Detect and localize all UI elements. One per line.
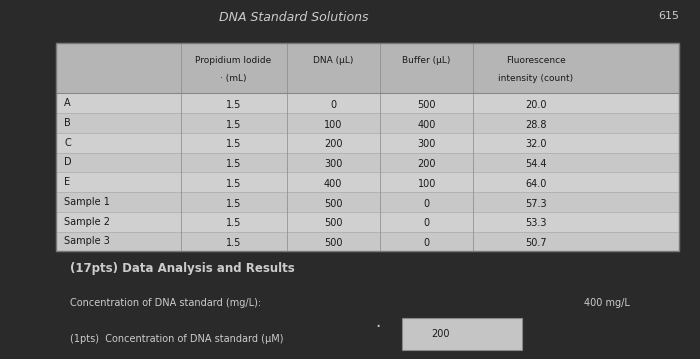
Text: 1.5: 1.5 (226, 120, 241, 130)
FancyBboxPatch shape (56, 43, 679, 93)
Text: 1.5: 1.5 (226, 139, 241, 149)
Text: Concentration of DNA standard (mg/L):: Concentration of DNA standard (mg/L): (70, 298, 261, 308)
FancyBboxPatch shape (56, 192, 679, 212)
Text: Sample 2: Sample 2 (64, 217, 111, 227)
Text: 1.5: 1.5 (226, 238, 241, 248)
Text: 1.5: 1.5 (226, 199, 241, 209)
Text: Sample 3: Sample 3 (64, 237, 111, 246)
FancyBboxPatch shape (56, 113, 679, 133)
Text: DNA (µL): DNA (µL) (313, 56, 354, 65)
FancyBboxPatch shape (56, 232, 679, 251)
Text: 64.0: 64.0 (525, 179, 547, 189)
FancyBboxPatch shape (56, 212, 679, 232)
Text: DNA Standard Solutions: DNA Standard Solutions (219, 11, 369, 24)
Text: Fluorescence: Fluorescence (506, 56, 566, 65)
Text: · (mL): · (mL) (220, 74, 247, 83)
Text: 400 mg/L: 400 mg/L (584, 298, 630, 308)
Text: intensity (count): intensity (count) (498, 74, 573, 83)
Text: Sample 1: Sample 1 (64, 197, 111, 207)
Text: 615: 615 (658, 11, 679, 21)
Text: D: D (64, 158, 72, 167)
Text: 0: 0 (330, 100, 336, 110)
Text: (1pts)  Concentration of DNA standard (µM): (1pts) Concentration of DNA standard (µM… (70, 334, 284, 344)
Text: 1.5: 1.5 (226, 179, 241, 189)
Text: 400: 400 (324, 179, 342, 189)
Text: 20.0: 20.0 (525, 100, 547, 110)
Text: 400: 400 (417, 120, 436, 130)
FancyBboxPatch shape (402, 318, 522, 350)
Text: B: B (64, 118, 71, 128)
Text: (17pts) Data Analysis and Results: (17pts) Data Analysis and Results (70, 262, 295, 275)
Text: 54.4: 54.4 (525, 159, 547, 169)
FancyBboxPatch shape (56, 153, 679, 172)
FancyBboxPatch shape (56, 172, 679, 192)
FancyBboxPatch shape (56, 93, 679, 113)
Text: 0: 0 (424, 199, 430, 209)
Text: C: C (64, 138, 71, 148)
Text: 28.8: 28.8 (525, 120, 547, 130)
Text: 200: 200 (432, 329, 450, 339)
Text: 32.0: 32.0 (525, 139, 547, 149)
Text: 500: 500 (324, 218, 342, 228)
Text: 53.3: 53.3 (525, 218, 547, 228)
Text: Propidium Iodide: Propidium Iodide (195, 56, 272, 65)
Text: 100: 100 (417, 179, 436, 189)
Text: 57.3: 57.3 (525, 199, 547, 209)
Text: 0: 0 (424, 218, 430, 228)
Text: 100: 100 (324, 120, 342, 130)
Text: 200: 200 (324, 139, 342, 149)
FancyBboxPatch shape (56, 43, 679, 251)
Text: 1.5: 1.5 (226, 218, 241, 228)
Text: 1.5: 1.5 (226, 159, 241, 169)
Text: 200: 200 (417, 159, 436, 169)
Text: ·: · (375, 318, 381, 336)
Text: 50.7: 50.7 (525, 238, 547, 248)
Text: A: A (64, 98, 71, 108)
Text: 0: 0 (424, 238, 430, 248)
Text: Buffer (µL): Buffer (µL) (402, 56, 451, 65)
Text: 500: 500 (417, 100, 436, 110)
FancyBboxPatch shape (56, 133, 679, 153)
Text: 1.5: 1.5 (226, 100, 241, 110)
Text: 500: 500 (324, 238, 342, 248)
Text: E: E (64, 177, 71, 187)
Text: 300: 300 (324, 159, 342, 169)
Text: 300: 300 (417, 139, 436, 149)
Text: 500: 500 (324, 199, 342, 209)
